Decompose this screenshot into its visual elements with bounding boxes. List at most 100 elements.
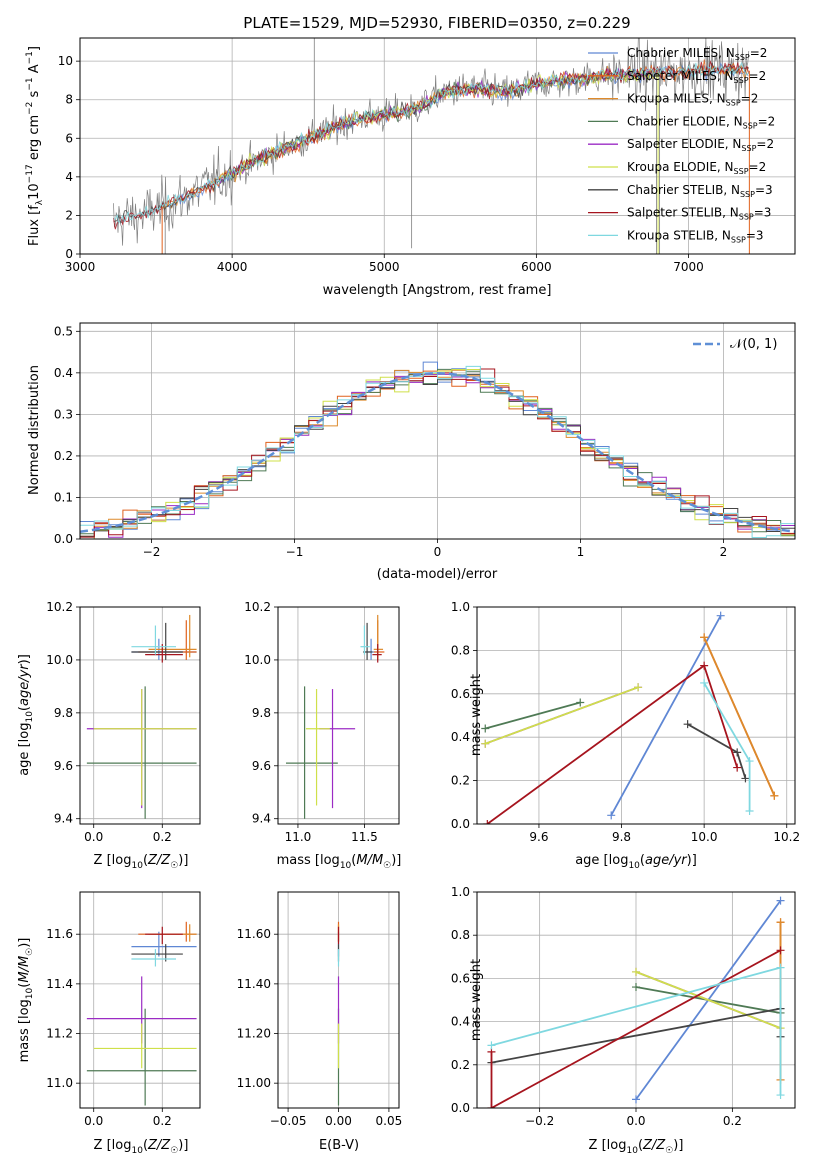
x-tick-label: 2 <box>720 545 728 559</box>
plot-area <box>86 921 197 1106</box>
legend-label-kroupa_miles: Kroupa MILES, NSSP=2 <box>627 92 758 108</box>
mass-weight-line-kroupa_elodie <box>635 971 781 1029</box>
mass-weight-point-kroupa_miles <box>700 633 709 642</box>
y-tick-label: 9.6 <box>252 759 271 773</box>
axes-frame <box>476 891 796 1109</box>
mass-weight-point-chabrier_stelib <box>733 748 742 757</box>
normal-reference-curve <box>80 372 795 533</box>
axes-frame <box>79 891 201 1109</box>
x-tick-label: 0 <box>434 545 442 559</box>
mass-weight-point-chabrier_elodie <box>632 983 640 992</box>
x-tick-label: −0.2 <box>525 1114 554 1128</box>
x-tick-label: 10.0 <box>691 830 718 844</box>
x-tick-label: 0.0 <box>84 1114 103 1128</box>
mass-weight-line-salpeter_stelib <box>486 664 739 824</box>
y-tick-label: 10.0 <box>244 653 271 667</box>
y-tick-label: 0.4 <box>54 366 73 380</box>
histogram-ylabel: Normed distribution <box>27 365 42 495</box>
x-tick-label: 0.2 <box>153 830 172 844</box>
y-tick-label: 6 <box>65 131 73 145</box>
plot-area <box>80 361 795 539</box>
legend-label-normal: 𝒩(0, 1) <box>730 337 777 352</box>
axes-frame <box>277 891 400 1109</box>
mass-weight-point-kroupa_stelib <box>487 1041 496 1050</box>
legend-label-chabrier_elodie: Chabrier ELODIE, NSSP=2 <box>627 114 775 130</box>
mass-weight-point-salpeter_stelib <box>776 946 785 955</box>
y-tick-label: 0.0 <box>451 1101 470 1115</box>
mass-weight-point-chabrier_elodie <box>576 698 585 707</box>
mass-weight-point-kroupa_elodie <box>481 739 490 748</box>
x-tick-label: 0.0 <box>84 830 103 844</box>
axes-frame <box>79 37 796 255</box>
y-tick-label: 0.6 <box>451 687 470 701</box>
y-tick-label: 10 <box>58 54 73 68</box>
y-tick-label: 0 <box>65 247 73 261</box>
x-tick-label: −0.05 <box>270 1114 307 1128</box>
mass-weight-line-chabrier_elodie <box>485 701 581 730</box>
spectrum-xlabel: wavelength [Angstrom, rest frame] <box>323 283 552 298</box>
mass-weight-point-kroupa_stelib <box>700 678 709 687</box>
mass-weight-point-chabrier_elodie <box>481 724 490 733</box>
mass-weight-point-kroupa_miles <box>770 791 779 800</box>
mass-vs-extinction-panel: −0.05 0.00 0.05 11.00 11.20 11.40 11.60 <box>237 891 403 1128</box>
y-tick-label: 0.4 <box>451 1015 470 1029</box>
mass-weight-point-salpeter_stelib <box>700 661 709 670</box>
y-tick-label: 11.20 <box>237 1027 271 1041</box>
y-tick-label: 11.6 <box>46 927 73 941</box>
mass-weight-point-kroupa_stelib <box>745 757 754 766</box>
legend-label-salpeter_stelib: Salpeter STELIB, NSSP=3 <box>627 206 771 222</box>
legend-label-salpeter_miles: Salpeter MILES, NSSP=2 <box>627 69 766 85</box>
p6-xlabel: E(B-V) <box>319 1138 359 1153</box>
y-tick-label: 1.0 <box>451 600 470 614</box>
p5-xlabel: Z [log10(Z/Z☉)] <box>94 1138 189 1156</box>
y-tick-label: 9.8 <box>252 706 271 720</box>
mass-weight-point-chabrier_miles <box>607 811 616 820</box>
y-tick-label: 0.5 <box>54 324 73 338</box>
mass-weight-point-chabrier_stelib <box>741 774 750 783</box>
spectrum-title: PLATE=1529, MJD=52930, FIBERID=0350, z=0… <box>243 14 630 32</box>
y-tick-label: 1.0 <box>451 885 470 899</box>
y-tick-label: 0.6 <box>451 971 470 985</box>
y-tick-label: 0.0 <box>54 532 73 546</box>
x-tick-label: 4000 <box>217 260 248 274</box>
mass-weight-line-kroupa_elodie <box>484 686 639 745</box>
p2-ylabel: age [log10(age/yr)] <box>17 654 35 776</box>
mass-weight-point-chabrier_miles <box>776 896 785 905</box>
y-tick-label: 0.2 <box>451 774 470 788</box>
x-tick-label: 11.0 <box>285 830 312 844</box>
spectrum-panel: 3000 4000 5000 6000 7000 0 2 4 6 8 10 Chabrier MILE… <box>58 37 796 274</box>
plot-area <box>285 614 385 819</box>
histogram-kroupa_stelib <box>80 365 795 539</box>
y-tick-label: 10.2 <box>244 600 271 614</box>
p3-xlabel: mass [log10(M/M☉)] <box>277 853 402 871</box>
mass-weight-point-kroupa_miles <box>776 918 785 927</box>
y-tick-label: 0.4 <box>451 730 470 744</box>
x-tick-label: 11.5 <box>351 830 378 844</box>
age-vs-mass-panel: 11.0 11.5 9.4 9.6 9.8 10.0 10.2 <box>244 600 400 844</box>
y-tick-label: 11.00 <box>237 1076 271 1090</box>
x-tick-label: 0.05 <box>376 1114 403 1128</box>
legend-label-chabrier_miles: Chabrier MILES, NSSP=2 <box>627 46 767 62</box>
mass-weight-point-kroupa_stelib <box>776 1091 785 1100</box>
y-tick-label: 8 <box>65 93 73 107</box>
x-tick-label: 5000 <box>369 260 400 274</box>
y-tick-label: 0.1 <box>54 490 73 504</box>
x-tick-label: 0.0 <box>626 1114 645 1128</box>
mass-weight-vs-metallicity-panel: −0.2 0.0 0.2 0.0 0.2 0.4 0.6 0.8 1.0 <box>451 885 796 1128</box>
x-tick-label: 0.00 <box>325 1114 352 1128</box>
mass-weight-point-kroupa_stelib <box>776 963 785 972</box>
model-spectrum-kroupa_elodie <box>216 67 658 180</box>
spectrum-ylabel: Flux [fλ10−17 erg cm−2 s−1 A−1] <box>25 46 45 246</box>
mass-weight-line-kroupa_miles <box>703 637 776 797</box>
axes-frame <box>277 606 400 825</box>
y-tick-label: 0.8 <box>451 928 470 942</box>
y-tick-label: 11.4 <box>46 977 73 991</box>
plot-area <box>487 896 785 1108</box>
mass-weight-line-salpeter_stelib <box>490 949 781 1108</box>
y-tick-label: 11.60 <box>237 927 271 941</box>
y-tick-label: 0.2 <box>451 1058 470 1072</box>
y-tick-label: 4 <box>65 170 73 184</box>
histogram-xlabel: (data-model)/error <box>377 567 498 582</box>
y-tick-label: 10.2 <box>46 600 73 614</box>
p7-ylabel: mass weight <box>469 959 484 1041</box>
